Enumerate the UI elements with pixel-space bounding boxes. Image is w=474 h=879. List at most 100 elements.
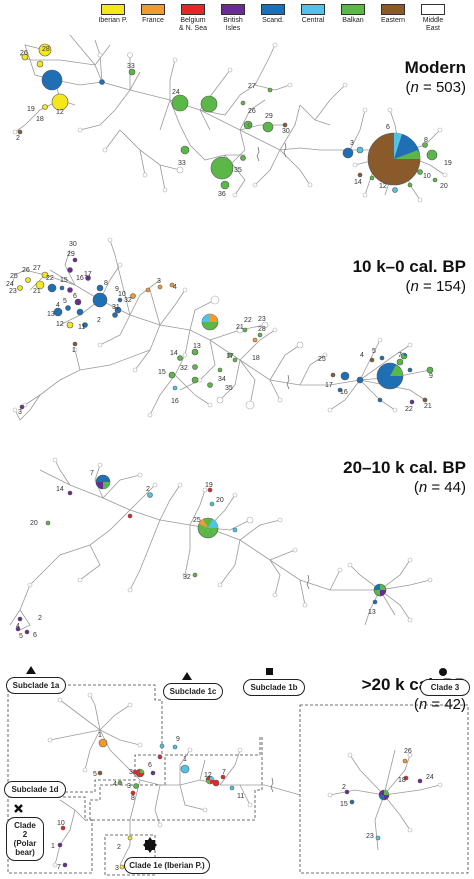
panel-title: 20–10 k cal. BP	[343, 458, 466, 477]
node-label: 11	[78, 324, 85, 331]
legend-swatch	[181, 4, 205, 15]
node-label: 23	[9, 288, 17, 295]
node-label: 29	[265, 113, 273, 120]
clade-label-subclade-1d: Subclade 1d	[4, 781, 66, 798]
node-label: 29	[67, 251, 75, 258]
node-label: 19	[205, 482, 213, 489]
node-label: 3	[350, 140, 354, 147]
node-label: 6	[33, 632, 37, 639]
node-label: 6	[386, 124, 390, 131]
node-label: 33	[178, 160, 186, 167]
network-over-20k: 1 3 9 5 4 3 6 8 12 7 11 1 26 18 24 2 15 …	[7, 666, 469, 876]
clade-label-clade-2: Clade 2 (Polar bear)	[6, 817, 44, 861]
node-label: 10	[423, 173, 431, 180]
legend-swatch	[421, 4, 445, 15]
node-label: 20	[216, 497, 224, 504]
node-label: 2	[146, 486, 150, 493]
triangle-marker	[182, 672, 192, 680]
legend-item: British Isles	[218, 4, 248, 33]
clade-label-clade-1e: Clade 1e (Iberian P.)	[124, 857, 210, 874]
node-label: 3	[157, 278, 161, 285]
node-label: 2	[38, 615, 42, 622]
node-label: 16	[171, 398, 179, 405]
node-label: 4	[16, 623, 20, 630]
legend-label: Central	[301, 17, 325, 24]
node-label: 26	[248, 108, 256, 115]
node-label: 1	[72, 347, 76, 354]
node-label: 19	[444, 160, 452, 167]
legend-label: Scand.	[262, 17, 284, 24]
node-label: 28	[258, 326, 266, 333]
node-label: 11	[237, 793, 244, 800]
panel-modern: Modern (n = 503)	[0, 0, 474, 230]
legend-label: Eastern	[380, 17, 406, 24]
node-label: 7	[57, 864, 61, 871]
node-label: 15	[158, 369, 166, 376]
node-label: 3	[115, 865, 119, 872]
node-label: 8	[424, 137, 428, 144]
node-label: 3	[18, 409, 22, 416]
node-label: 23	[366, 833, 374, 840]
node-label: 4	[173, 284, 177, 291]
node-label: 32	[183, 574, 191, 581]
panel-title: 10 k–0 cal. BP	[352, 257, 466, 276]
legend-item: Eastern	[378, 4, 408, 25]
circle-marker	[439, 668, 447, 676]
node-label: 35	[225, 385, 233, 392]
legend-swatch	[341, 4, 365, 15]
legend: Iberian P. France Belgium & N. Sea British …	[98, 4, 462, 46]
node-label: 17	[84, 271, 92, 278]
node-label: 35	[234, 167, 242, 174]
panel-title: Modern	[404, 58, 466, 77]
node-label: 3	[129, 769, 133, 776]
node-label: 27	[248, 83, 256, 90]
panel-sample-size: (n = 503)	[405, 79, 466, 96]
legend-swatch	[101, 4, 125, 15]
legend-swatch	[261, 4, 285, 15]
node-label: 12	[56, 321, 64, 328]
node-label: 21	[33, 288, 41, 295]
legend-item: Middle East	[418, 4, 448, 33]
panel-sample-size: (n = 44)	[413, 479, 466, 496]
legend-label: Balkan	[342, 17, 364, 24]
node-label: 30	[69, 241, 77, 248]
node-label: 32	[180, 365, 188, 372]
node-label: 18	[398, 777, 406, 784]
network-10k-0: 30 29 26 27 25 24 23 22 21 15 16 17 8 9 …	[6, 237, 434, 421]
legend-swatch	[301, 4, 325, 15]
node-label: 22	[244, 317, 252, 324]
node-label: 27	[33, 265, 41, 272]
legend-label: British Isles	[223, 17, 243, 32]
node-label: 17	[325, 382, 333, 389]
node-label: 16	[340, 389, 348, 396]
node-label: 15	[340, 801, 348, 808]
legend-item: Iberian P.	[98, 4, 128, 25]
network-20k-10k: 14 7 2 20 19 20 25 32 13 2 4 5 6	[9, 457, 433, 640]
node-label: 32	[124, 297, 132, 304]
node-label: 28	[42, 46, 50, 53]
node-label: 5	[93, 771, 97, 778]
legend-item: Scand.	[258, 4, 288, 25]
gear-marker	[143, 837, 157, 853]
square-marker	[266, 668, 273, 675]
node-label: 20	[30, 520, 38, 527]
node-label: 26	[22, 267, 30, 274]
node-label: 24	[172, 89, 180, 96]
clade-label-subclade-1c: Subclade 1c	[163, 683, 223, 700]
node-label: 12	[204, 772, 212, 779]
cross-marker	[14, 804, 23, 813]
node-label: 2	[117, 844, 121, 851]
legend-swatch	[381, 4, 405, 15]
node-label: 13	[368, 609, 376, 616]
node-label: 25	[10, 273, 18, 280]
node-label: 14	[354, 179, 362, 186]
node-label: 18	[36, 116, 44, 123]
node-label: 19	[27, 106, 35, 113]
node-label: 13	[47, 311, 55, 318]
node-label: 1	[98, 732, 102, 739]
node-label: 12	[379, 183, 387, 190]
node-label: 6	[148, 762, 152, 769]
legend-item: Belgium & N. Sea	[178, 4, 208, 33]
node-label: 22	[46, 275, 54, 282]
triangle-marker	[26, 666, 36, 674]
